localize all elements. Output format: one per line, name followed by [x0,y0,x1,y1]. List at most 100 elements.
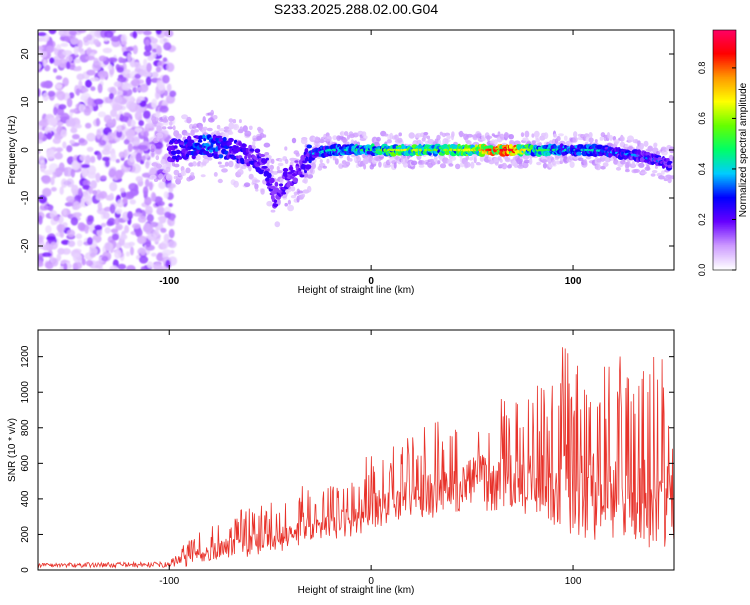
noise-blob [46,45,54,54]
noise-blob [100,222,107,228]
noise-blob [145,76,152,86]
colorbar-step [713,202,736,205]
noise-blob [104,242,113,251]
track-halo-blob [528,158,533,165]
track-halo-blob [489,140,494,144]
noise-blob [72,261,83,270]
noise-blob [39,204,49,211]
noise-blob [163,233,170,243]
noise-blob [143,223,154,233]
colorbar-step [713,234,736,237]
noise-blob [86,237,93,245]
track-halo-blob [344,141,350,146]
y-tick-label: 400 [20,490,31,507]
noise-blob [145,205,153,216]
noise-blob [135,228,143,238]
track-halo-blob [334,158,339,165]
track-core-blob [218,154,224,159]
noise-blob [45,261,54,270]
track-halo-blob [501,162,508,170]
track-halo-blob [340,130,345,137]
colorbar-step [713,152,736,155]
track-halo-blob [185,167,191,174]
track-halo-blob [149,174,157,180]
track-halo-blob [290,195,297,199]
colorbar-step [713,192,736,195]
track-core-blob [247,153,252,159]
spectrogram-y-axis-label: Frequency (Hz) [7,116,18,185]
track-halo-blob [345,161,351,166]
noise-blob [58,104,67,110]
noise-blob [112,233,119,241]
noise-blob [82,179,91,187]
track-halo-blob [361,131,367,137]
track-core-blob [175,149,182,155]
track-halo-blob [473,156,477,164]
track-halo-blob [624,143,629,148]
colorbar-step [713,40,736,43]
track-halo-blob [243,182,251,187]
noise-blob [76,73,85,81]
noise-blob [95,172,101,183]
colorbar-step [713,102,736,105]
noise-blob [163,42,172,51]
noise-blob [77,239,83,247]
track-halo-blob [553,133,558,138]
colorbar-step [713,260,736,263]
colorbar-step [713,80,736,83]
colorbar-step [713,204,736,207]
noise-blob [126,46,134,52]
colorbar-step [713,138,736,141]
noise-blob [127,143,133,153]
noise-blob [157,80,165,91]
track-halo-blob [202,126,208,131]
noise-blob [168,240,177,249]
noise-blob [69,108,78,113]
noise-blob [134,127,143,133]
noise-blob [97,111,106,118]
noise-blob [108,57,118,63]
colorbar-step [713,158,736,161]
noise-blob [89,252,96,258]
track-core-blob [300,164,307,170]
noise-blob [71,184,79,195]
track-halo-blob [212,115,218,120]
colorbar-step [713,224,736,227]
noise-blob [109,265,115,270]
track-halo-blob [307,185,312,193]
noise-blob [137,235,147,245]
track-halo-blob [172,125,176,131]
snr-x-axis-label: Height of straight line (km) [298,585,415,596]
track-halo-blob [479,156,485,162]
track-core-blob [249,148,255,152]
x-tick-label: 0 [368,276,374,287]
track-halo-blob [594,139,598,143]
track-halo-blob [306,174,314,179]
noise-blob [150,151,155,158]
track-halo-blob [449,156,457,161]
track-halo-blob [272,171,278,175]
colorbar-step [713,256,736,259]
colorbar-step [713,114,736,117]
noise-blob [70,216,79,226]
colorbar-step [713,176,736,179]
track-core-blob [273,199,278,203]
noise-blob [109,181,118,192]
colorbar-step [713,56,736,59]
track-core-blob [254,148,261,154]
noise-blob [142,30,152,36]
noise-blob [145,178,150,188]
noise-blob [158,242,167,250]
noise-blob [163,191,169,199]
noise-blob [118,151,126,159]
track-halo-blob [552,159,556,166]
colorbar-step [713,32,736,35]
noise-blob [121,40,127,46]
noise-blob [128,183,138,191]
y-tick-label: -20 [20,238,31,253]
noise-blob [96,228,103,237]
noise-blob [113,81,122,88]
colorbar-step [713,144,736,147]
